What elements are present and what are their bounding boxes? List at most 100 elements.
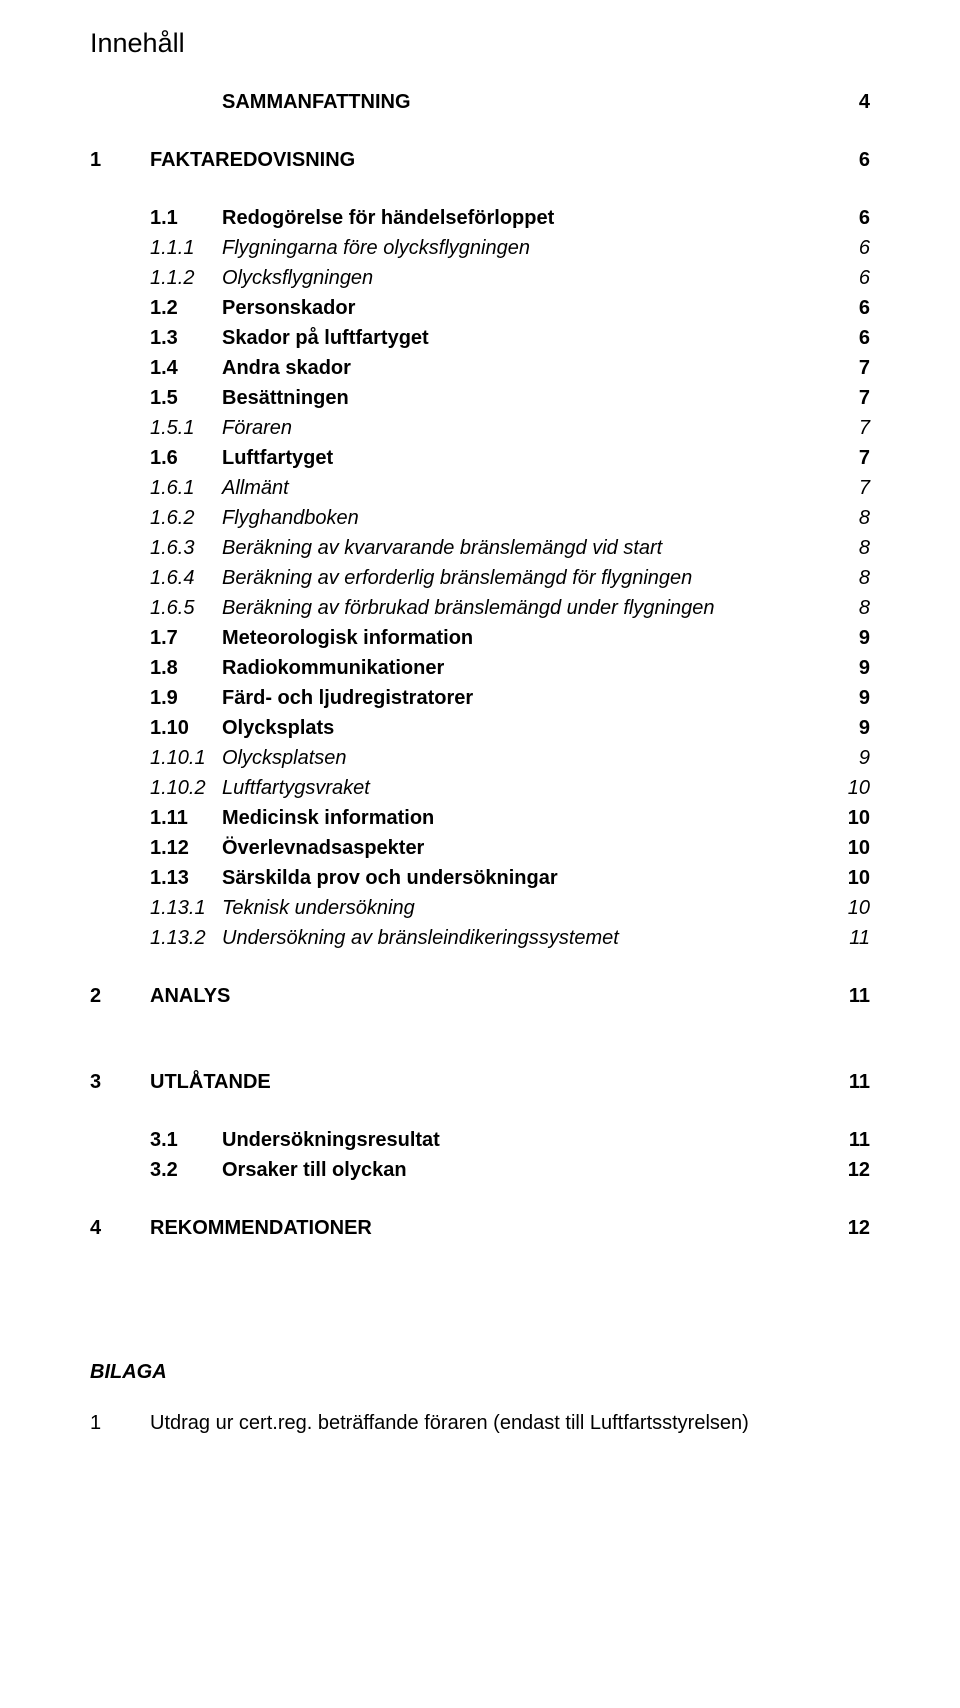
toc-row: 1.1.2Olycksflygningen6 <box>90 263 870 293</box>
toc-number: 1.2 <box>150 293 222 323</box>
appendix-row: 1Utdrag ur cert.reg. beträffande föraren… <box>90 1408 870 1438</box>
spacer <box>90 1011 870 1039</box>
toc-label: Flygningarna före olycksflygningen <box>222 233 818 263</box>
toc-label: Skador på luftfartyget <box>222 323 818 353</box>
toc-label: Medicinsk information <box>222 803 818 833</box>
toc-number: 1.7 <box>150 623 222 653</box>
toc-page-number: 6 <box>818 323 870 353</box>
spacer <box>90 1039 870 1067</box>
toc-number: 1.5 <box>150 383 222 413</box>
section-gap <box>90 1271 870 1361</box>
toc-page-number: 10 <box>818 833 870 863</box>
toc-row: 1.9Färd- och ljudregistratorer9 <box>90 683 870 713</box>
toc-row: 1.12Överlevnadsaspekter10 <box>90 833 870 863</box>
toc-page-number: 9 <box>818 623 870 653</box>
toc-number: 1.6.3 <box>150 533 222 563</box>
toc-row: 1.5Besättningen7 <box>90 383 870 413</box>
appendix-heading: BILAGA <box>90 1361 870 1384</box>
toc-number: 4 <box>90 1213 150 1243</box>
toc-label: Överlevnadsaspekter <box>222 833 818 863</box>
toc-number: 1.3 <box>150 323 222 353</box>
toc-label: Redogörelse för händelseförloppet <box>222 203 818 233</box>
toc-label: REKOMMENDATIONER <box>150 1213 818 1243</box>
toc-number: 1.6.5 <box>150 593 222 623</box>
toc-row: 1.10.2Luftfartygsvraket10 <box>90 773 870 803</box>
toc-label: Luftfartyget <box>222 443 818 473</box>
toc-row: 1.7Meteorologisk information9 <box>90 623 870 653</box>
spacer <box>90 1185 870 1213</box>
toc-row: 1.1Redogörelse för händelseförloppet6 <box>90 203 870 233</box>
toc-page-number: 9 <box>818 743 870 773</box>
toc-label: Färd- och ljudregistratorer <box>222 683 818 713</box>
toc-label: Radiokommunikationer <box>222 653 818 683</box>
toc-page-number: 4 <box>818 87 870 117</box>
appendix-label: Utdrag ur cert.reg. beträffande föraren … <box>150 1408 870 1438</box>
toc-page-number: 9 <box>818 713 870 743</box>
toc-page-number: 9 <box>818 653 870 683</box>
toc-row: 1.3Skador på luftfartyget6 <box>90 323 870 353</box>
toc-number: 1.1.2 <box>150 263 222 293</box>
toc-number: 1.8 <box>150 653 222 683</box>
toc-row: 1.6.5Beräkning av förbrukad bränslemängd… <box>90 593 870 623</box>
toc-page-number: 10 <box>818 773 870 803</box>
toc-page-number: 7 <box>818 413 870 443</box>
toc-page-number: 12 <box>818 1213 870 1243</box>
toc-row: 3UTLÅTANDE11 <box>90 1067 870 1097</box>
toc-label: Beräkning av kvarvarande bränslemängd vi… <box>222 533 818 563</box>
toc-label: Meteorologisk information <box>222 623 818 653</box>
toc-label: Olycksflygningen <box>222 263 818 293</box>
toc-page-number: 11 <box>818 923 870 953</box>
toc-row: 1.5.1Föraren7 <box>90 413 870 443</box>
appendix-number: 1 <box>90 1408 150 1438</box>
toc-page-number: 7 <box>818 353 870 383</box>
toc-page-number: 11 <box>818 981 870 1011</box>
toc-row: 1.2Personskador6 <box>90 293 870 323</box>
toc-row: 1.8Radiokommunikationer9 <box>90 653 870 683</box>
toc-label: Orsaker till olyckan <box>222 1155 818 1185</box>
toc-page-number: 12 <box>818 1155 870 1185</box>
spacer <box>90 1243 870 1271</box>
toc-label: Andra skador <box>222 353 818 383</box>
toc-label: Undersökningsresultat <box>222 1125 818 1155</box>
toc-label: Olycksplatsen <box>222 743 818 773</box>
toc-label: Särskilda prov och undersökningar <box>222 863 818 893</box>
toc-label: SAMMANFATTNING <box>222 87 818 117</box>
spacer <box>90 953 870 981</box>
toc-page-number: 11 <box>818 1067 870 1097</box>
toc-number: 1.12 <box>150 833 222 863</box>
table-of-contents: SAMMANFATTNING41FAKTAREDOVISNING61.1Redo… <box>90 87 870 1271</box>
toc-row: 1.13Särskilda prov och undersökningar10 <box>90 863 870 893</box>
toc-row: 1FAKTAREDOVISNING6 <box>90 145 870 175</box>
spacer <box>90 1097 870 1125</box>
toc-page-number: 7 <box>818 473 870 503</box>
toc-number: 1.1.1 <box>150 233 222 263</box>
toc-number: 1.13.1 <box>150 893 222 923</box>
toc-page-number: 6 <box>818 263 870 293</box>
toc-label: FAKTAREDOVISNING <box>150 145 818 175</box>
toc-row: 3.2Orsaker till olyckan12 <box>90 1155 870 1185</box>
toc-page-number: 10 <box>818 893 870 923</box>
toc-page-number: 6 <box>818 293 870 323</box>
document-page: Innehåll SAMMANFATTNING41FAKTAREDOVISNIN… <box>0 0 960 1478</box>
toc-number: 1.6.2 <box>150 503 222 533</box>
toc-number: 1.5.1 <box>150 413 222 443</box>
toc-number: 3.2 <box>150 1155 222 1185</box>
toc-label: Allmänt <box>222 473 818 503</box>
toc-page-number: 6 <box>818 233 870 263</box>
toc-row: SAMMANFATTNING4 <box>90 87 870 117</box>
toc-row: 1.6Luftfartyget7 <box>90 443 870 473</box>
toc-page-number: 8 <box>818 503 870 533</box>
toc-page-number: 8 <box>818 593 870 623</box>
appendix-list: 1Utdrag ur cert.reg. beträffande föraren… <box>90 1408 870 1438</box>
toc-row: 1.6.2Flyghandboken8 <box>90 503 870 533</box>
toc-page-number: 11 <box>818 1125 870 1155</box>
toc-row: 3.1Undersökningsresultat11 <box>90 1125 870 1155</box>
toc-label: Olycksplats <box>222 713 818 743</box>
toc-label: Undersökning av bränsleindikeringssystem… <box>222 923 818 953</box>
toc-row: 1.6.1Allmänt7 <box>90 473 870 503</box>
toc-label: Flyghandboken <box>222 503 818 533</box>
toc-page-number: 10 <box>818 863 870 893</box>
toc-label: Föraren <box>222 413 818 443</box>
toc-label: ANALYS <box>150 981 818 1011</box>
toc-number: 1.6.4 <box>150 563 222 593</box>
